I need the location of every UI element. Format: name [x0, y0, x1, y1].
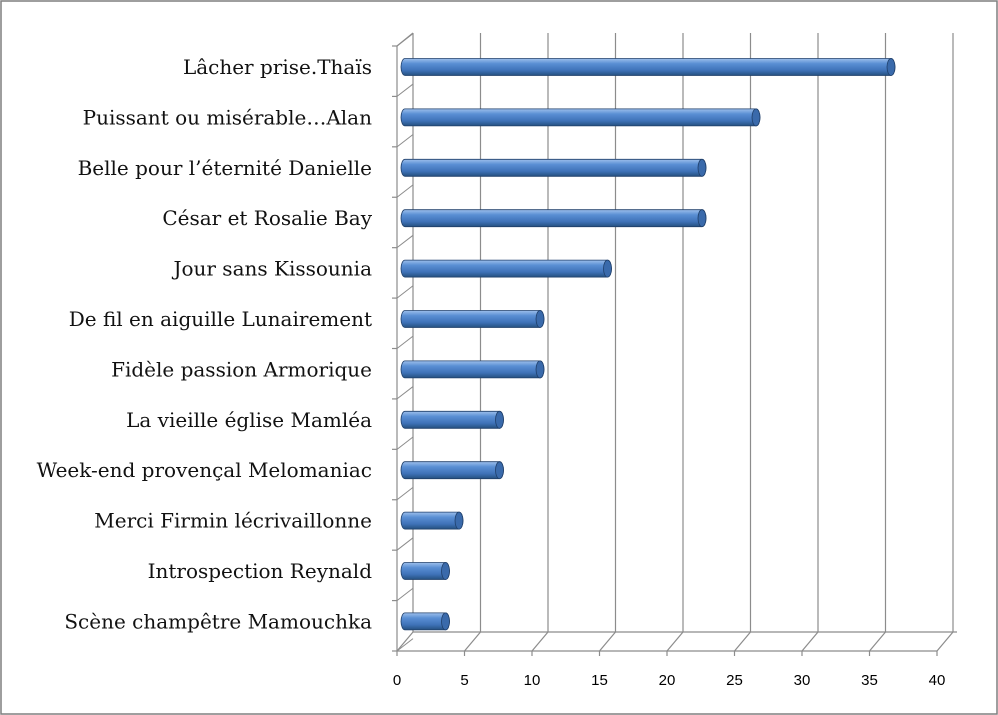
bar-cap [495, 461, 504, 480]
bars [400, 58, 896, 631]
side-wall-divider [396, 285, 414, 299]
floor-gridline [734, 631, 751, 652]
category-label: Merci Firmin lécrivaillonne [94, 509, 372, 533]
bar [400, 410, 504, 429]
category-label: César et Rosalie Bay [162, 206, 372, 230]
bar-body [400, 209, 707, 228]
bar [400, 209, 707, 228]
bar [400, 461, 504, 480]
side-wall-divider [396, 33, 414, 47]
category-label: Puissant ou misérable…Alan [83, 105, 372, 129]
side-wall-divider [396, 83, 414, 97]
x-tick-label: 20 [659, 672, 676, 689]
bar-body [400, 410, 504, 429]
floor-gridline [531, 631, 549, 652]
bar [400, 612, 450, 631]
floor-gridline [666, 631, 684, 652]
x-tick-label: 5 [460, 672, 468, 689]
floor-gridline [396, 631, 414, 652]
bar-cap [441, 562, 450, 580]
x-tick-label: 30 [794, 672, 811, 689]
side-wall-divider [396, 386, 414, 400]
bar-body [400, 360, 545, 379]
x-tick-label: 35 [861, 672, 878, 689]
bar-body [400, 58, 896, 76]
floor-gridline [599, 631, 616, 652]
bar [400, 158, 707, 177]
bar-cap [886, 58, 896, 76]
x-tick-label: 10 [524, 672, 541, 689]
category-label: Fidèle passion Armorique [111, 357, 372, 381]
side-wall-divider [396, 638, 414, 652]
bar-cap [441, 612, 450, 631]
bar [400, 360, 545, 379]
side-wall-divider [396, 587, 414, 601]
side-wall-divider [396, 487, 414, 501]
bar [400, 259, 612, 278]
bar-cap [535, 360, 545, 379]
category-label: Belle pour l’éternité Danielle [78, 156, 372, 180]
bar [400, 511, 464, 530]
bar-cap [495, 410, 504, 429]
bar-cap [454, 511, 464, 530]
category-label: La vieille église Mamléa [126, 408, 372, 432]
bar-cap [603, 259, 612, 278]
category-labels: Lâcher prise.Thaïs Puissant ou misérable…… [37, 55, 373, 633]
gridlines [392, 32, 957, 656]
bar-cap [697, 209, 707, 228]
bar-body [400, 310, 545, 328]
x-tick-labels: 0 5 10 15 20 25 30 35 40 [393, 672, 946, 689]
category-label: Lâcher prise.Thaïs [183, 55, 372, 79]
bar [400, 108, 761, 127]
bar-body [400, 259, 612, 278]
floor-gridline [464, 631, 481, 652]
category-label: Week-end provençal Melomaniac [37, 458, 372, 482]
side-wall-divider [396, 134, 414, 148]
bar-cap [535, 310, 545, 328]
bar [400, 58, 896, 76]
bar-body [400, 108, 761, 127]
category-label: Jour sans Kissounia [171, 257, 372, 281]
bar-cap [697, 158, 707, 177]
category-label: Scène champêtre Mamouchka [64, 609, 372, 633]
bar-body [400, 511, 464, 530]
bar [400, 310, 545, 328]
bar-body [400, 461, 504, 480]
side-wall-divider [396, 184, 414, 198]
floor-gridline [869, 631, 886, 652]
x-tick-label: 15 [591, 672, 608, 689]
x-tick-label: 25 [726, 672, 743, 689]
side-wall-divider [396, 436, 414, 450]
side-wall-divider [396, 335, 414, 349]
category-label: Introspection Reynald [148, 559, 373, 583]
category-label: De fil en aiguille Lunairement [69, 307, 372, 331]
side-wall-divider [396, 537, 414, 551]
floor-gridline [936, 631, 954, 652]
bar-cap [751, 108, 761, 127]
side-wall-divider [396, 234, 414, 249]
bar-body [400, 158, 707, 177]
floor-gridline [801, 631, 819, 652]
x-tick-label: 40 [929, 672, 946, 689]
bar [400, 562, 450, 580]
x-tick-label: 0 [393, 672, 401, 689]
